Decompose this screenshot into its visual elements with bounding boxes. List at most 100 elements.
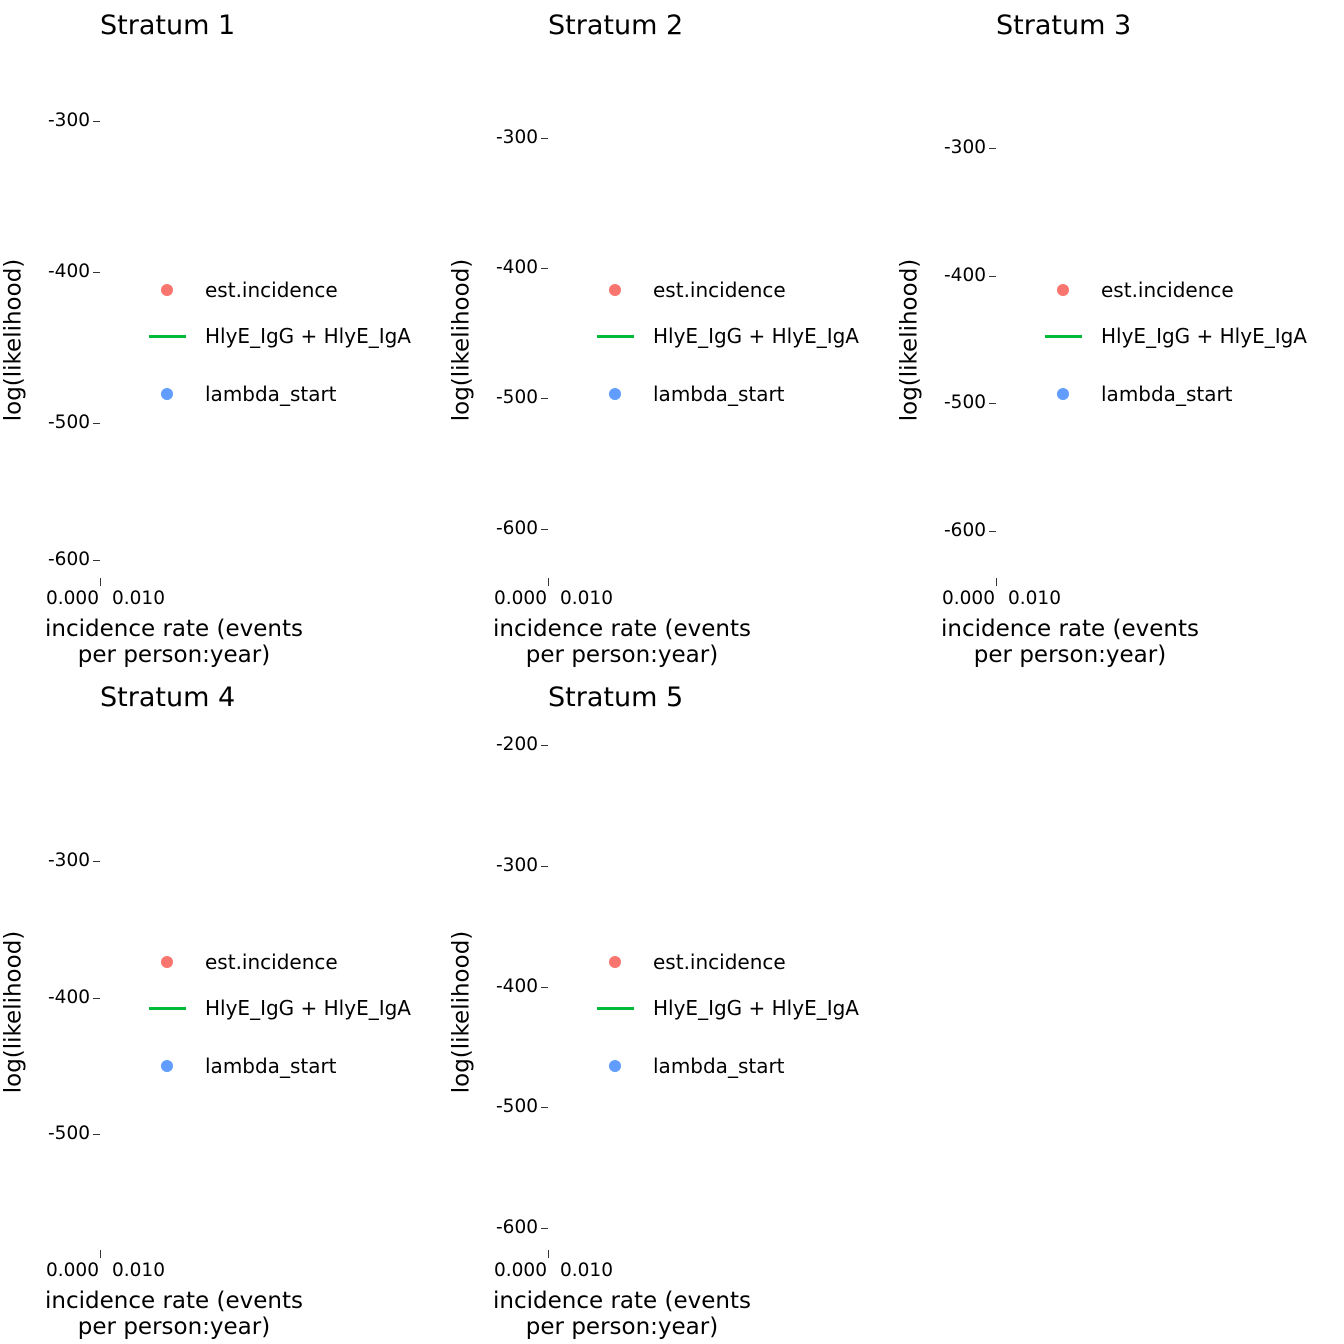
y-tick-mark — [541, 866, 548, 867]
y-tick-label: -600 — [48, 549, 90, 570]
x-tick-mark — [548, 578, 549, 586]
y-axis-title: log(likelihood) — [0, 258, 27, 422]
y-tick-mark — [989, 531, 996, 532]
y-tick-mark — [93, 560, 100, 561]
x-tick-label: 0.000 — [494, 1260, 547, 1281]
x-axis-title: incidence rate (events per person:year) — [45, 1288, 303, 1341]
legend-label: est.incidence — [205, 950, 338, 974]
y-tick-mark — [93, 272, 100, 273]
x-tick-label: 0.010 — [112, 588, 165, 609]
legend-label: est.incidence — [653, 950, 786, 974]
legend-label: lambda_start — [1101, 382, 1233, 406]
y-tick-label: -400 — [496, 976, 538, 997]
y-tick-mark — [541, 745, 548, 746]
legend-key-line-icon — [597, 1007, 634, 1010]
facet-title: Stratum 1 — [100, 10, 236, 41]
legend-label: lambda_start — [653, 382, 785, 406]
y-axis-title: log(likelihood) — [896, 258, 923, 422]
y-tick-mark — [541, 987, 548, 988]
y-tick-label: -300 — [944, 137, 986, 158]
y-tick-mark — [93, 998, 100, 999]
y-tick-label: -600 — [496, 1217, 538, 1238]
legend-key-line-icon — [149, 1007, 186, 1010]
y-tick-label: -400 — [496, 257, 538, 278]
legend-label: est.incidence — [205, 278, 338, 302]
y-axis-title: log(likelihood) — [0, 930, 27, 1094]
legend-label: HlyE_IgG + HlyE_IgA — [653, 324, 859, 348]
legend-label: lambda_start — [653, 1054, 785, 1078]
legend-key-dot-icon — [161, 388, 173, 400]
y-tick-mark — [989, 148, 996, 149]
legend-label: HlyE_IgG + HlyE_IgA — [205, 324, 411, 348]
y-tick-mark — [541, 138, 548, 139]
legend-label: lambda_start — [205, 382, 337, 406]
x-axis-title: incidence rate (events per person:year) — [493, 1288, 751, 1341]
y-tick-label: -400 — [48, 261, 90, 282]
y-tick-label: -300 — [48, 110, 90, 131]
facet-title: Stratum 3 — [996, 10, 1132, 41]
x-tick-mark — [548, 1250, 549, 1258]
x-tick-label: 0.010 — [560, 1260, 613, 1281]
x-tick-label: 0.010 — [560, 588, 613, 609]
y-axis-title: log(likelihood) — [448, 258, 475, 422]
y-tick-label: -600 — [944, 520, 986, 541]
y-tick-mark — [541, 398, 548, 399]
y-tick-label: -300 — [48, 850, 90, 871]
y-tick-label: -500 — [48, 412, 90, 433]
facet-title: Stratum 4 — [100, 682, 236, 713]
legend-key-dot-icon — [609, 284, 621, 296]
y-tick-mark — [541, 1228, 548, 1229]
facet-title: Stratum 2 — [548, 10, 684, 41]
y-tick-label: -600 — [496, 518, 538, 539]
x-tick-label: 0.000 — [494, 588, 547, 609]
facet-panel-5: Stratum 5 -200 -300 -400 -500 -600 0.000 0.010 l… — [448, 672, 896, 1344]
legend-label: est.incidence — [653, 278, 786, 302]
legend-label: HlyE_IgG + HlyE_IgA — [205, 996, 411, 1020]
y-tick-label: -400 — [944, 265, 986, 286]
legend-key-dot-icon — [609, 388, 621, 400]
y-tick-mark — [541, 268, 548, 269]
legend-label: est.incidence — [1101, 278, 1234, 302]
y-tick-label: -500 — [48, 1123, 90, 1144]
legend-label: HlyE_IgG + HlyE_IgA — [1101, 324, 1307, 348]
legend-key-dot-icon — [161, 284, 173, 296]
x-tick-label: 0.000 — [46, 1260, 99, 1281]
facet-panel-3: Stratum 3 -300 -400 -500 -600 0.000 0.010 log(l… — [896, 0, 1344, 672]
y-tick-label: -500 — [944, 392, 986, 413]
y-axis-title: log(likelihood) — [448, 930, 475, 1094]
x-tick-mark — [100, 1250, 101, 1258]
facet-title: Stratum 5 — [548, 682, 684, 713]
y-tick-label: -200 — [496, 734, 538, 755]
facet-panel-2: Stratum 2 -300 -400 -500 -600 0.000 0.010 log(l… — [448, 0, 896, 672]
facet-panel-1: Stratum 1 -300 -400 -500 -600 0.000 0.010 log(l… — [0, 0, 448, 672]
y-tick-mark — [93, 1134, 100, 1135]
x-tick-label: 0.010 — [1008, 588, 1061, 609]
x-axis-title: incidence rate (events per person:year) — [941, 616, 1199, 669]
x-tick-mark — [100, 578, 101, 586]
x-axis-title: incidence rate (events per person:year) — [493, 616, 751, 669]
legend-key-dot-icon — [609, 956, 621, 968]
y-tick-mark — [989, 276, 996, 277]
legend-key-dot-icon — [609, 1060, 621, 1072]
y-tick-mark — [541, 1107, 548, 1108]
legend-key-dot-icon — [161, 956, 173, 968]
y-tick-mark — [93, 121, 100, 122]
x-axis-title: incidence rate (events per person:year) — [45, 616, 303, 669]
y-tick-label: -500 — [496, 387, 538, 408]
legend-label: HlyE_IgG + HlyE_IgA — [653, 996, 859, 1020]
legend-key-dot-icon — [1057, 284, 1069, 296]
y-tick-label: -300 — [496, 127, 538, 148]
y-tick-mark — [541, 529, 548, 530]
y-tick-mark — [93, 861, 100, 862]
legend-key-dot-icon — [1057, 388, 1069, 400]
y-tick-label: -300 — [496, 855, 538, 876]
legend-key-line-icon — [597, 335, 634, 338]
x-tick-label: 0.010 — [112, 1260, 165, 1281]
legend-key-line-icon — [149, 335, 186, 338]
legend-label: lambda_start — [205, 1054, 337, 1078]
x-tick-label: 0.000 — [942, 588, 995, 609]
y-tick-mark — [989, 403, 996, 404]
x-tick-mark — [996, 578, 997, 586]
y-tick-mark — [93, 423, 100, 424]
